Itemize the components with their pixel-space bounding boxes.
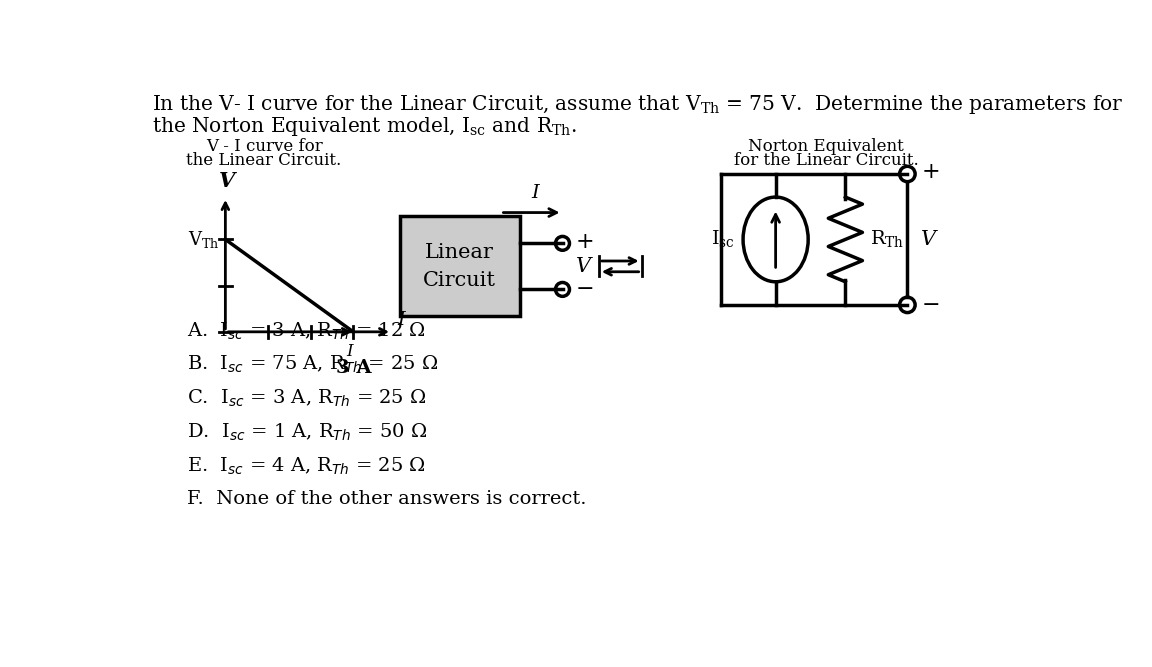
Circle shape bbox=[900, 166, 915, 181]
Text: R$_{\mathregular{Th}}$: R$_{\mathregular{Th}}$ bbox=[870, 229, 904, 250]
Ellipse shape bbox=[743, 197, 809, 281]
Text: Circuit: Circuit bbox=[423, 271, 497, 289]
Text: V: V bbox=[922, 230, 937, 249]
Text: −: − bbox=[922, 294, 940, 316]
Text: 3 A: 3 A bbox=[335, 359, 371, 377]
Text: I: I bbox=[531, 184, 539, 202]
Text: the Linear Circuit.: the Linear Circuit. bbox=[187, 151, 342, 169]
Text: Linear: Linear bbox=[425, 243, 494, 262]
Text: In the V- I curve for the Linear Circuit, assume that V$_{\mathregular{Th}}$ = 7: In the V- I curve for the Linear Circuit… bbox=[152, 93, 1123, 116]
Text: I$_{\mathregular{sc}}$: I$_{\mathregular{sc}}$ bbox=[712, 229, 735, 250]
Text: the Norton Equivalent model, I$_{\mathregular{sc}}$ and R$_{\mathregular{Th}}$.: the Norton Equivalent model, I$_{\mathre… bbox=[152, 115, 577, 137]
Text: V: V bbox=[576, 257, 591, 276]
Circle shape bbox=[555, 282, 569, 296]
Circle shape bbox=[555, 236, 569, 250]
Text: −: − bbox=[576, 278, 594, 300]
Text: Norton Equivalent: Norton Equivalent bbox=[748, 138, 904, 155]
Text: V$_{\mathregular{Th}}$: V$_{\mathregular{Th}}$ bbox=[188, 229, 219, 250]
Text: F.  None of the other answers is correct.: F. None of the other answers is correct. bbox=[187, 490, 586, 508]
Text: +: + bbox=[922, 161, 940, 183]
Text: I: I bbox=[397, 311, 406, 329]
Text: B.  I$_{sc}$ = 75 A, R$_{Th}$ = 25 Ω: B. I$_{sc}$ = 75 A, R$_{Th}$ = 25 Ω bbox=[187, 354, 438, 376]
Text: C.  I$_{sc}$ = 3 A, R$_{Th}$ = 25 Ω: C. I$_{sc}$ = 3 A, R$_{Th}$ = 25 Ω bbox=[187, 388, 426, 410]
Circle shape bbox=[900, 297, 915, 313]
Text: E.  I$_{sc}$ = 4 A, R$_{Th}$ = 25 Ω: E. I$_{sc}$ = 4 A, R$_{Th}$ = 25 Ω bbox=[187, 456, 425, 477]
Text: +: + bbox=[576, 231, 594, 253]
Text: V - I curve for: V - I curve for bbox=[206, 138, 323, 155]
Text: D.  I$_{sc}$ = 1 A, R$_{Th}$ = 50 Ω: D. I$_{sc}$ = 1 A, R$_{Th}$ = 50 Ω bbox=[187, 422, 427, 443]
Text: V: V bbox=[219, 171, 235, 191]
Text: I: I bbox=[346, 343, 353, 360]
Text: for the Linear Circuit.: for the Linear Circuit. bbox=[734, 151, 918, 169]
Text: A.  I$_{sc}$ = 3 A, R$_{Th}$ = 12 Ω: A. I$_{sc}$ = 3 A, R$_{Th}$ = 12 Ω bbox=[187, 320, 425, 342]
FancyBboxPatch shape bbox=[400, 216, 520, 316]
